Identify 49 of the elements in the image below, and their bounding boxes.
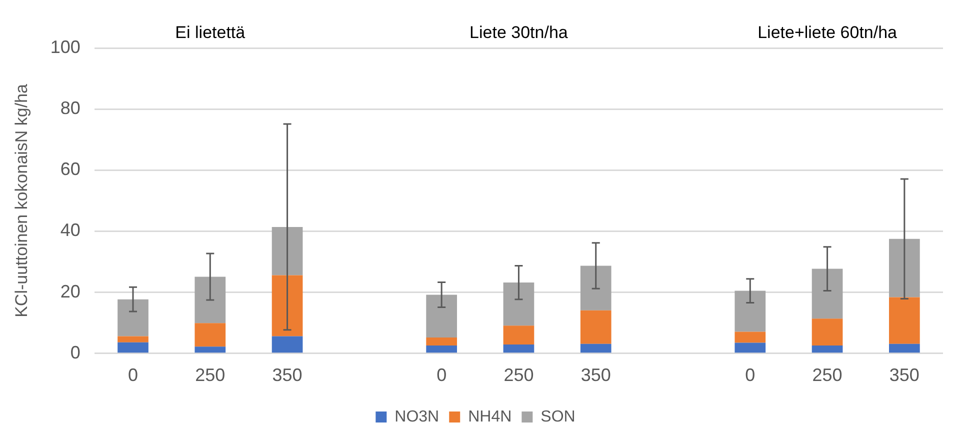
- bar: [272, 336, 303, 353]
- bar: [426, 338, 457, 346]
- x-tick-label: 250: [195, 365, 226, 386]
- text: Liete 30tn/ha: [470, 23, 568, 42]
- legend-label: NH4N: [468, 408, 512, 426]
- x-tick-label: 350: [580, 365, 611, 386]
- bar: [194, 276, 226, 324]
- bar: [812, 318, 843, 346]
- x-tick-label: 0: [128, 365, 138, 386]
- bar: [812, 345, 843, 353]
- bar: [503, 344, 534, 353]
- text: Ei lietettä: [175, 23, 246, 42]
- bar: [580, 266, 612, 310]
- bar: [503, 282, 534, 326]
- x-tick-label: 350: [889, 365, 920, 386]
- bar: [194, 323, 226, 347]
- bar: [272, 275, 303, 336]
- bar: [812, 268, 843, 319]
- y-tick-label: 60: [60, 159, 80, 180]
- y-tick-label: 40: [60, 220, 80, 240]
- y-tick-label: 80: [60, 98, 80, 118]
- x-tick-label: 250: [504, 365, 534, 386]
- x-tick-label: 0: [745, 365, 756, 386]
- bar: [426, 294, 457, 338]
- y-axis-title: KCl-uuttoinen kokonaisN kg/ha: [12, 83, 31, 318]
- bar: [426, 345, 457, 353]
- x-tick-label: 350: [272, 365, 302, 386]
- legend-label: NO3N: [394, 408, 440, 426]
- bar: [580, 344, 612, 353]
- bar: [734, 342, 766, 353]
- y-tick-label: 100: [50, 36, 80, 57]
- x-tick-label: 0: [436, 365, 447, 386]
- text: Liete+liete 60tn/ha: [758, 23, 898, 42]
- bar: [194, 346, 226, 353]
- bar: [503, 326, 534, 345]
- bar: [118, 342, 148, 353]
- y-tick-label: 20: [60, 281, 80, 302]
- bar: [734, 332, 766, 343]
- bar: [118, 336, 148, 342]
- bar: [889, 238, 920, 298]
- bar: [889, 297, 920, 344]
- bar: [889, 344, 920, 353]
- bar: [734, 290, 766, 332]
- bar: [118, 299, 148, 336]
- x-tick-label: 250: [812, 365, 842, 386]
- bar: [580, 310, 612, 344]
- y-tick-label: 0: [70, 342, 80, 362]
- legend-label: SON: [540, 408, 576, 426]
- bar: [272, 226, 303, 276]
